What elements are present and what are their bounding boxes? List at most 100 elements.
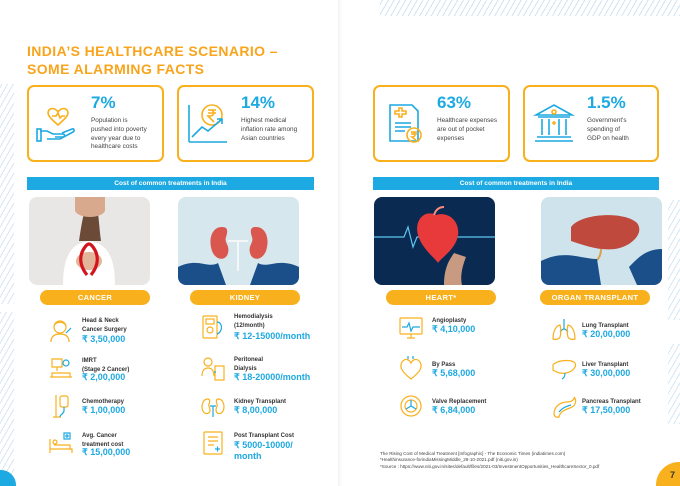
treatment-cost: ₹ 12-15000/month bbox=[234, 331, 311, 341]
treatment-name: Lung Transplant bbox=[582, 322, 629, 331]
treatment-name-line: By Pass bbox=[432, 362, 456, 368]
treatment-cost: ₹ 1,00,000 bbox=[82, 405, 126, 415]
hospital-bed-icon bbox=[48, 431, 74, 457]
treatment-name-line: Valve Replacement bbox=[432, 399, 487, 405]
treatment-name-line: Post Transplant Cost bbox=[234, 433, 295, 439]
decorative-stripes bbox=[668, 344, 680, 424]
kidney-scan-photo bbox=[178, 197, 299, 285]
fact-percent: 63% bbox=[437, 93, 472, 112]
fact-line: Asian countries bbox=[241, 134, 285, 142]
treatment-name: Kidney Transplant bbox=[234, 398, 286, 407]
treatment-name-line: Head & Neck bbox=[82, 318, 119, 324]
treatment-name: Head & Neck Cancer Surgery bbox=[82, 317, 127, 334]
iv-drip-icon bbox=[48, 393, 74, 419]
heart-icon bbox=[398, 355, 424, 381]
organ-liver-photo bbox=[541, 197, 662, 285]
treatment-cost: ₹ 5,68,000 bbox=[432, 368, 476, 378]
fact-line: Healthcare expenses bbox=[437, 117, 498, 124]
treatment-name: Liver Transplant bbox=[582, 361, 628, 370]
government-building-icon bbox=[532, 101, 576, 145]
fact-line: healthcare costs bbox=[91, 143, 138, 151]
treatment-cost-line: month bbox=[234, 451, 262, 461]
treatment-name-line: (12/month) bbox=[234, 322, 265, 329]
decorative-circle bbox=[0, 470, 16, 486]
fact-line: Government's bbox=[587, 117, 627, 124]
cancer-ribbon-photo bbox=[29, 197, 150, 285]
treatment-name: Angioplasty bbox=[432, 317, 466, 326]
fact-percent: 14% bbox=[241, 93, 276, 112]
treatment-name-line: Angioplasty bbox=[432, 318, 467, 324]
fact-line: every year due to bbox=[91, 134, 141, 142]
page-number: 7 bbox=[669, 470, 675, 480]
sources-footnote: The Rising Cost of Medical Treatment [In… bbox=[380, 451, 599, 470]
treatment-name: Valve Replacement bbox=[432, 398, 486, 407]
pancreas-icon bbox=[551, 394, 577, 420]
fact-line: inflation rate among bbox=[241, 125, 298, 133]
decorative-stripes bbox=[380, 0, 680, 16]
fact-percent: 7% bbox=[91, 93, 116, 112]
treatment-name: Peritoneal Dialysis bbox=[234, 356, 263, 373]
treatment-name-line: Lung Transplant bbox=[582, 323, 629, 329]
rupee-growth-icon bbox=[186, 101, 230, 145]
fact-line: Highest medical bbox=[241, 117, 287, 124]
decorative-stripes bbox=[0, 312, 14, 480]
title-line-1: INDIA’S HEALTHCARE SCENARIO – bbox=[27, 43, 278, 59]
treatment-cost: ₹ 5000-10000/ month bbox=[234, 440, 293, 462]
treatment-name: Avg. Cancer treatment cost bbox=[82, 432, 123, 449]
page-title: INDIA’S HEALTHCARE SCENARIO – SOME ALARM… bbox=[27, 42, 278, 78]
medical-report-icon bbox=[200, 430, 226, 456]
fact-description: Healthcare expenses are out of pocket ex… bbox=[437, 117, 517, 143]
treatment-name-line: Kidney Transplant bbox=[234, 399, 287, 405]
decorative-circle bbox=[656, 462, 680, 486]
source-line: *Healthinsurance-forindiaMissingMiddle_2… bbox=[380, 457, 518, 463]
treatment-cost: ₹ 4,10,000 bbox=[432, 324, 476, 334]
treatment-cost: ₹ 2,00,000 bbox=[82, 372, 126, 382]
treatment-name-line: IMRT bbox=[82, 358, 97, 364]
treatment-name-line: Pancreas Transplant bbox=[582, 399, 641, 405]
treatment-cost: ₹ 8,00,000 bbox=[234, 405, 278, 415]
category-organ-transplant: ORGAN TRANSPLANT bbox=[540, 290, 650, 305]
treatment-name: Chemotherapy bbox=[82, 398, 124, 407]
fact-description: Government's spending of GDP on health bbox=[587, 117, 667, 143]
category-heart: HEART* bbox=[386, 290, 496, 305]
treatment-name: IMRT (Stage 2 Cancer) bbox=[82, 357, 129, 374]
heart-valve-icon bbox=[398, 393, 424, 419]
treatment-cost: ₹ 30,00,000 bbox=[582, 368, 631, 378]
fact-line: GDP on health bbox=[587, 134, 629, 142]
treatment-cost-line: ₹ 5000-10000/ bbox=[234, 440, 293, 450]
treatment-name-line: Avg. Cancer bbox=[82, 433, 117, 439]
fact-card-poverty: 7% Population is pushed into poverty eve… bbox=[27, 85, 164, 162]
treatment-name: Hemodialysis (12/month) bbox=[234, 313, 273, 330]
dialysis-machine-icon bbox=[200, 314, 226, 340]
heart-hand-icon bbox=[36, 101, 80, 145]
fact-card-gdp-spending: 1.5% Government's spending of GDP on hea… bbox=[523, 85, 659, 162]
page-fold-shadow bbox=[338, 0, 342, 486]
fact-line: pushed into poverty bbox=[91, 125, 147, 133]
treatment-cost: ₹ 17,50,000 bbox=[582, 405, 631, 415]
treatment-name-line: Cancer Surgery bbox=[82, 326, 127, 333]
fact-percent: 1.5% bbox=[587, 93, 626, 112]
surgeon-icon bbox=[48, 317, 74, 343]
treatment-name: Pancreas Transplant bbox=[582, 398, 641, 407]
fact-description: Population is pushed into poverty every … bbox=[91, 117, 171, 152]
treatment-name: By Pass bbox=[432, 361, 455, 370]
section-banner-left: Cost of common treatments in India bbox=[27, 177, 314, 190]
treatment-name-line: Peritoneal bbox=[234, 357, 264, 363]
treatment-name-line: Chemotherapy bbox=[82, 399, 125, 405]
fact-line: spending of bbox=[587, 125, 621, 133]
fact-line: are out of pocket bbox=[437, 125, 485, 133]
decorative-stripes bbox=[0, 84, 14, 304]
treatment-cost: ₹ 15,00,000 bbox=[82, 447, 131, 457]
lungs-icon bbox=[551, 317, 577, 343]
treatment-name-line: (Stage 2 Cancer) bbox=[82, 366, 130, 373]
treatment-cost: ₹ 6,84,000 bbox=[432, 405, 476, 415]
source-line: *Source : https://www.niti.gov.in/sites/… bbox=[380, 463, 600, 469]
section-banner-right: Cost of common treatments in India bbox=[373, 177, 659, 190]
source-line: The Rising Cost of Medical Treatment [In… bbox=[380, 451, 566, 456]
kidneys-icon bbox=[200, 394, 226, 420]
category-kidney: KIDNEY bbox=[190, 290, 300, 305]
treatment-cost: ₹ 18-20000/month bbox=[234, 372, 311, 382]
treatment-name: Post Transplant Cost bbox=[234, 432, 294, 441]
category-cancer: CANCER bbox=[40, 290, 150, 305]
treatment-name-line: Hemodialysis bbox=[234, 314, 273, 320]
